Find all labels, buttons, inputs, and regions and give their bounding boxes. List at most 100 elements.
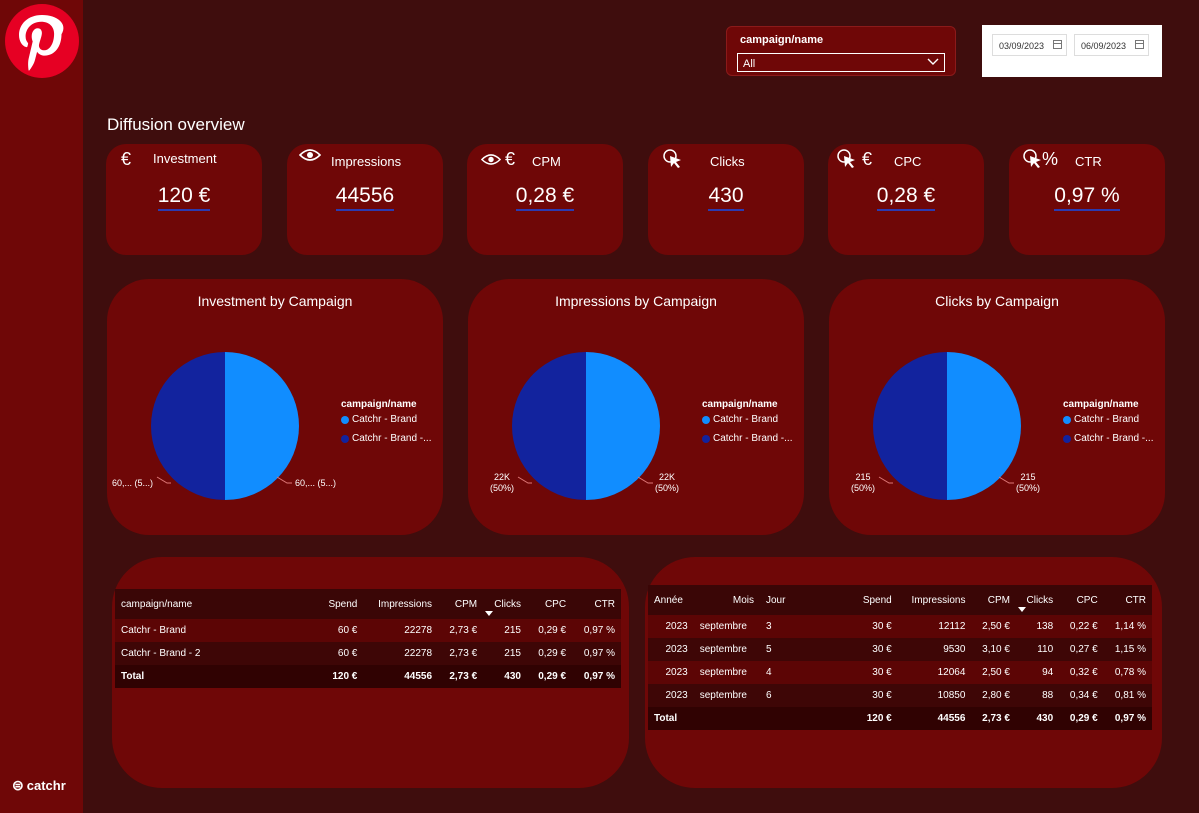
- table-row[interactable]: Catchr - Brand 60 €22278 2,73 €215 0,29 €0,…: [115, 619, 621, 642]
- eye-euro-icon: €: [481, 149, 515, 170]
- column-header[interactable]: CPC: [526, 589, 573, 619]
- table-header-row: Année Mois Jour Spend Impressions CPM Cl…: [648, 585, 1152, 615]
- column-header[interactable]: Jour: [760, 585, 852, 615]
- kpi-name: CPM: [532, 154, 561, 169]
- table-row[interactable]: 2023 septembre 6 30 €10850 2,80 €88 0,34 €0,8…: [648, 684, 1152, 707]
- legend-item[interactable]: Catchr - Brand: [702, 414, 792, 425]
- data-label-right: 22K (50%): [655, 472, 680, 493]
- column-header[interactable]: CPM: [438, 589, 484, 619]
- kpi-name: Investment: [153, 151, 217, 166]
- legend-item[interactable]: Catchr - Brand -...: [1063, 433, 1153, 444]
- kpi-value: 0,28 €: [467, 184, 623, 211]
- column-header[interactable]: CPC: [1059, 585, 1104, 615]
- column-header[interactable]: CPM: [971, 585, 1016, 615]
- legend-item[interactable]: Catchr - Brand: [341, 414, 431, 425]
- kpi-name: Clicks: [710, 154, 745, 169]
- column-header[interactable]: Clicks: [483, 589, 527, 619]
- pinterest-logo-icon: [5, 4, 79, 78]
- column-header[interactable]: Spend: [852, 585, 898, 615]
- impressions-pie-chart: [512, 352, 660, 500]
- data-label-right: 60,... (5...): [295, 478, 337, 488]
- page-title: Diffusion overview: [107, 115, 245, 134]
- kpi-value: 120 €: [106, 184, 262, 211]
- label-leader-lines: [156, 476, 292, 484]
- campaign-table: campaign/name Spend Impressions CPM Clic…: [115, 589, 621, 688]
- chart-title: Investment by Campaign: [197, 293, 353, 309]
- pie-slice-2[interactable]: [512, 352, 586, 500]
- euro-icon: €: [121, 149, 132, 169]
- start-date-input[interactable]: 03/09/2023: [992, 34, 1067, 56]
- kpi-card-clicks: Clicks 430: [648, 144, 804, 255]
- daily-table: Année Mois Jour Spend Impressions CPM Cl…: [648, 585, 1152, 730]
- kpi-card-impressions: Impressions 44556: [287, 144, 443, 255]
- data-label-left: 60,... (5...): [112, 478, 154, 488]
- data-label-left: 22K (50%): [490, 472, 515, 493]
- catchr-logo-icon: ⊜: [12, 777, 24, 793]
- catchr-brand: ⊜ catchr: [12, 777, 66, 794]
- eye-icon: [299, 148, 321, 162]
- pie-slice-1[interactable]: [947, 352, 1021, 500]
- pie-slice-2[interactable]: [151, 352, 225, 500]
- legend-dot: [341, 415, 349, 424]
- daily-table-card: Année Mois Jour Spend Impressions CPM Cl…: [645, 557, 1162, 788]
- legend-dot: [702, 415, 710, 424]
- pie-slice-1[interactable]: [225, 352, 299, 500]
- chart-title: Impressions by Campaign: [555, 293, 717, 309]
- kpi-card-cpc: € CPC 0,28 €: [828, 144, 984, 255]
- cursor-euro-icon: €: [836, 148, 872, 170]
- sidebar: ⊜ catchr: [0, 0, 83, 813]
- label-leader-lines: [878, 476, 1014, 484]
- label-leader-lines: [517, 476, 653, 484]
- column-header[interactable]: Impressions: [897, 585, 972, 615]
- column-header[interactable]: CTR: [1103, 585, 1152, 615]
- investment-pie-chart: [151, 352, 299, 500]
- table-total-row: Total 120 €44556 2,73 €430 0,29 €0,97 %: [115, 665, 621, 688]
- start-date-value: 03/09/2023: [999, 41, 1045, 51]
- legend-title: campaign/name: [341, 399, 417, 410]
- chart-title: Clicks by Campaign: [935, 293, 1059, 309]
- legend-item[interactable]: Catchr - Brand -...: [341, 433, 431, 444]
- pie-slice-2[interactable]: [873, 352, 947, 500]
- legend-item[interactable]: Catchr - Brand: [1063, 414, 1153, 425]
- column-header[interactable]: Spend: [317, 589, 364, 619]
- legend-title: campaign/name: [702, 399, 778, 410]
- table-row[interactable]: 2023 septembre 3 30 €12112 2,50 €138 0,22 €1,…: [648, 615, 1152, 638]
- column-header[interactable]: Mois: [693, 585, 760, 615]
- table-row[interactable]: 2023 septembre 5 30 €9530 3,10 €110 0,27 €1,1…: [648, 638, 1152, 661]
- kpi-card-investment: € Investment 120 €: [106, 144, 262, 255]
- column-header[interactable]: campaign/name: [115, 589, 317, 619]
- data-label-left: 215 (50%): [851, 472, 876, 493]
- calendar-icon[interactable]: [1053, 40, 1062, 49]
- table-header-row: campaign/name Spend Impressions CPM Clic…: [115, 589, 621, 619]
- kpi-value: 0,97 %: [1009, 184, 1165, 211]
- legend-dot: [1063, 415, 1071, 424]
- date-range-slicer: 03/09/2023 06/09/2023: [982, 25, 1162, 77]
- legend-item[interactable]: Catchr - Brand -...: [702, 433, 792, 444]
- kpi-card-cpm: € CPM 0,28 €: [467, 144, 623, 255]
- legend-dot: [1063, 434, 1071, 443]
- pie-slice-1[interactable]: [586, 352, 660, 500]
- column-header[interactable]: CTR: [572, 589, 621, 619]
- kpi-value: 0,28 €: [828, 184, 984, 211]
- investment-pie-card: Investment by Campaign 60,... (5...) 60,…: [107, 279, 443, 535]
- table-row[interactable]: 2023 septembre 4 30 €12064 2,50 €94 0,32 €0,7…: [648, 661, 1152, 684]
- legend-title: campaign/name: [1063, 399, 1139, 410]
- column-header[interactable]: Impressions: [363, 589, 439, 619]
- table-total-row: Total 120 €44556 2,73 €430 0,29 €0,97 %: [648, 707, 1152, 730]
- chevron-down-icon: [927, 58, 939, 65]
- end-date-input[interactable]: 06/09/2023: [1074, 34, 1149, 56]
- kpi-name: Impressions: [331, 154, 402, 169]
- table-row[interactable]: Catchr - Brand - 2 60 €22278 2,73 €215 0,29…: [115, 642, 621, 665]
- kpi-name: CPC: [894, 154, 922, 169]
- data-label-right: 215 (50%): [1016, 472, 1041, 493]
- legend-dot: [702, 434, 710, 443]
- chart-legend: campaign/name Catchr - Brand Catchr - Br…: [341, 399, 431, 452]
- impressions-pie-card: Impressions by Campaign 22K (50%) 22K (50%…: [468, 279, 804, 535]
- column-header[interactable]: Année: [648, 585, 694, 615]
- campaign-dropdown[interactable]: All: [737, 53, 945, 72]
- calendar-icon[interactable]: [1135, 40, 1144, 49]
- campaign-slicer: campaign/name All: [726, 26, 956, 76]
- kpi-value: 430: [648, 184, 804, 211]
- cursor-click-icon: [662, 148, 684, 170]
- column-header[interactable]: Clicks: [1015, 585, 1060, 615]
